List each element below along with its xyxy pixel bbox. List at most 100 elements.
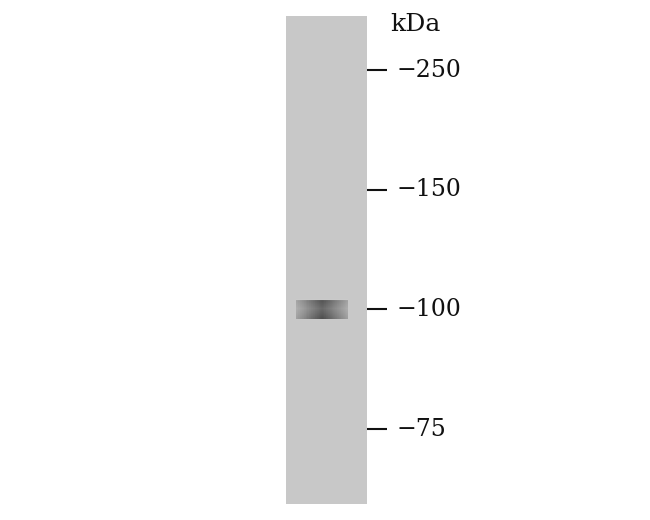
Bar xyxy=(304,300,305,319)
Bar xyxy=(305,300,306,319)
Bar xyxy=(296,311,348,313)
Bar xyxy=(345,300,346,319)
Bar xyxy=(296,305,348,306)
Bar xyxy=(311,300,312,319)
Bar xyxy=(304,300,306,319)
Bar xyxy=(333,300,334,319)
Bar xyxy=(347,300,348,319)
Bar xyxy=(302,300,303,319)
Bar xyxy=(296,308,348,309)
Bar xyxy=(322,300,323,319)
Bar xyxy=(318,300,319,319)
Bar xyxy=(302,300,304,319)
Bar xyxy=(296,315,348,316)
Bar xyxy=(296,318,348,319)
Bar xyxy=(296,302,348,304)
Bar xyxy=(296,303,348,305)
Bar xyxy=(315,300,317,319)
Bar xyxy=(337,300,338,319)
Bar xyxy=(296,300,298,319)
Bar xyxy=(341,300,343,319)
Text: −150: −150 xyxy=(396,178,462,201)
Bar xyxy=(298,300,300,319)
Bar xyxy=(322,300,324,319)
Bar xyxy=(308,300,309,319)
Bar xyxy=(296,300,297,319)
Bar xyxy=(299,300,300,319)
Bar xyxy=(296,317,348,318)
Bar xyxy=(321,300,322,319)
Bar xyxy=(337,300,339,319)
Bar xyxy=(307,300,308,319)
Bar xyxy=(331,300,332,319)
Text: −250: −250 xyxy=(396,59,462,82)
Bar xyxy=(296,316,348,317)
Text: −100: −100 xyxy=(396,298,462,321)
Bar xyxy=(323,300,324,319)
Bar xyxy=(339,300,340,319)
Bar xyxy=(313,300,315,319)
Bar xyxy=(296,312,348,314)
Bar xyxy=(328,300,330,319)
Bar xyxy=(346,300,348,319)
Bar xyxy=(328,300,329,319)
Bar xyxy=(310,300,311,319)
Text: −75: −75 xyxy=(396,418,447,440)
Bar xyxy=(306,300,307,319)
Bar xyxy=(296,309,348,310)
Bar xyxy=(312,300,313,319)
Bar xyxy=(315,300,316,319)
Bar xyxy=(334,300,335,319)
Bar xyxy=(298,300,299,319)
Bar xyxy=(296,299,348,301)
Text: kDa: kDa xyxy=(390,13,441,36)
Bar xyxy=(317,300,318,319)
Bar xyxy=(296,307,348,308)
Bar xyxy=(343,300,344,319)
Bar xyxy=(307,300,309,319)
Bar xyxy=(342,300,343,319)
Bar xyxy=(311,300,313,319)
Bar xyxy=(320,300,321,319)
Bar xyxy=(316,300,317,319)
Bar xyxy=(320,300,322,319)
Bar xyxy=(330,300,331,319)
Bar xyxy=(296,310,348,311)
Bar xyxy=(286,16,367,504)
Bar xyxy=(326,300,328,319)
Bar xyxy=(296,313,348,314)
Bar xyxy=(314,300,315,319)
Bar xyxy=(344,300,345,319)
Bar xyxy=(338,300,339,319)
Bar xyxy=(297,300,298,319)
Bar xyxy=(296,314,348,315)
Bar xyxy=(327,300,328,319)
Bar xyxy=(333,300,335,319)
Bar xyxy=(346,300,347,319)
Bar xyxy=(318,300,320,319)
Bar xyxy=(296,300,348,302)
Bar xyxy=(341,300,342,319)
Bar xyxy=(319,300,320,319)
Bar xyxy=(340,300,341,319)
Bar xyxy=(344,300,346,319)
Bar xyxy=(330,300,332,319)
Bar xyxy=(326,300,327,319)
Bar xyxy=(335,300,337,319)
Bar xyxy=(300,300,302,319)
Bar xyxy=(306,300,307,319)
Bar xyxy=(325,300,326,319)
Bar xyxy=(339,300,341,319)
Bar xyxy=(332,300,333,319)
Bar xyxy=(335,300,336,319)
Bar xyxy=(313,300,314,319)
Bar xyxy=(332,300,333,319)
Bar xyxy=(303,300,304,319)
Bar xyxy=(309,300,310,319)
Bar xyxy=(309,300,311,319)
Bar xyxy=(301,300,302,319)
Bar xyxy=(296,301,348,303)
Bar xyxy=(324,300,325,319)
Bar xyxy=(300,300,301,319)
Bar xyxy=(343,300,344,319)
